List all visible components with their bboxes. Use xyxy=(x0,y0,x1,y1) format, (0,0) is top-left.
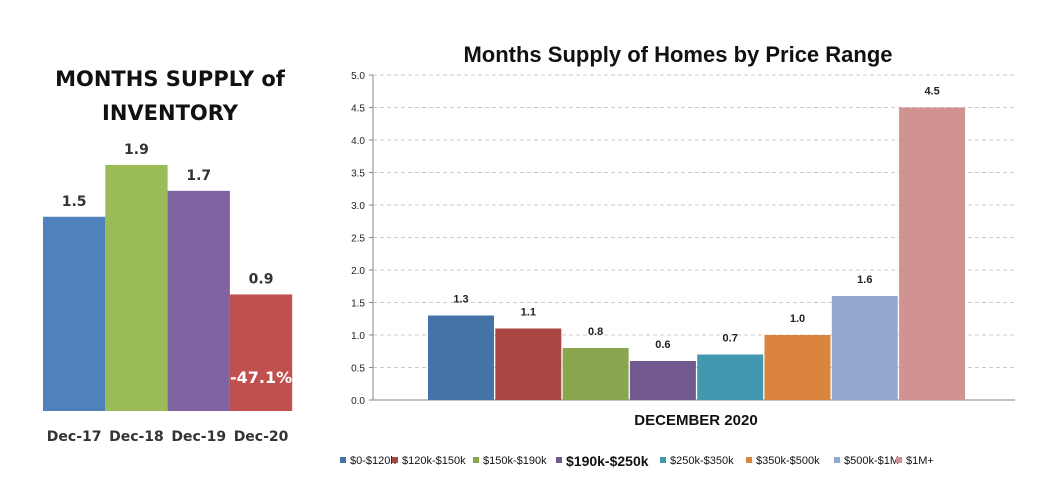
y-tick-label: 0.0 xyxy=(351,396,365,407)
legend-label: $120k-$150k xyxy=(402,455,466,467)
bar-$500k-$1M xyxy=(831,296,898,400)
legend-swatch xyxy=(340,457,346,463)
data-label: 0.7 xyxy=(723,333,738,345)
bar-$350k-$500k xyxy=(764,335,831,400)
left-chart-title-line2: INVENTORY xyxy=(102,101,239,125)
bar-$150k-$190k xyxy=(562,348,629,400)
data-label: 0.6 xyxy=(655,339,670,351)
x-tick-label: Dec-17 xyxy=(47,429,102,445)
x-tick-label: Dec-18 xyxy=(109,429,164,445)
bar-Dec-17 xyxy=(43,216,106,411)
legend-swatch xyxy=(660,457,666,463)
legend-swatch xyxy=(746,457,752,463)
data-label: 1.5 xyxy=(62,194,87,210)
x-axis-label: DECEMBER 2020 xyxy=(634,412,757,429)
y-tick-label: 4.5 xyxy=(351,104,365,115)
data-label: 1.1 xyxy=(521,307,536,319)
legend-swatch xyxy=(896,457,902,463)
legend-label: $0-$120k xyxy=(350,455,396,467)
legend-label: $150k-$190k xyxy=(483,455,547,467)
legend-swatch xyxy=(473,457,479,463)
x-tick-label: Dec-19 xyxy=(171,429,226,445)
bar-$190k-$250k xyxy=(629,361,696,400)
bar-$1M+ xyxy=(899,107,966,400)
x-tick-label: Dec-20 xyxy=(234,429,289,445)
y-tick-label: 1.0 xyxy=(351,331,365,342)
y-tick-label: 3.5 xyxy=(351,169,365,180)
data-label: 1.9 xyxy=(124,142,149,158)
bar-Dec-20 xyxy=(229,294,293,411)
bar-$250k-$350k xyxy=(697,354,764,400)
y-tick-label: 2.5 xyxy=(351,234,365,245)
data-label: 1.7 xyxy=(186,168,211,184)
data-label: 0.9 xyxy=(249,271,274,287)
data-label: 1.3 xyxy=(453,294,468,306)
legend-label: $1M+ xyxy=(906,455,934,467)
legend-swatch xyxy=(834,457,840,463)
legend-label: $350k-$500k xyxy=(756,455,820,467)
y-tick-label: 4.0 xyxy=(351,136,365,147)
legend-label: $190k-$250k xyxy=(566,453,649,469)
y-tick-label: 3.0 xyxy=(351,201,365,212)
legend-label: $500k-$1M xyxy=(844,455,899,467)
legend-swatch xyxy=(392,457,398,463)
right-chart-title: Months Supply of Homes by Price Range xyxy=(463,42,892,67)
left-chart-title-line1: MONTHS SUPPLY of xyxy=(55,67,286,91)
legend-label: $250k-$350k xyxy=(670,455,734,467)
data-label: 1.0 xyxy=(790,313,805,325)
y-tick-label: 2.0 xyxy=(351,266,365,277)
y-tick-label: 0.5 xyxy=(351,364,365,375)
data-label: 1.6 xyxy=(857,274,872,286)
bar-Dec-19 xyxy=(167,190,230,411)
data-label: 0.8 xyxy=(588,326,603,338)
bar-Dec-18 xyxy=(105,164,168,411)
bar-$0-$120k xyxy=(428,315,494,400)
y-tick-label: 1.5 xyxy=(351,299,365,310)
bar-$120k-$150k xyxy=(495,328,562,400)
data-label: 4.5 xyxy=(924,86,939,98)
change-annotation: -47.1% xyxy=(230,368,292,387)
y-tick-label: 5.0 xyxy=(351,71,365,82)
legend-swatch xyxy=(556,457,562,463)
